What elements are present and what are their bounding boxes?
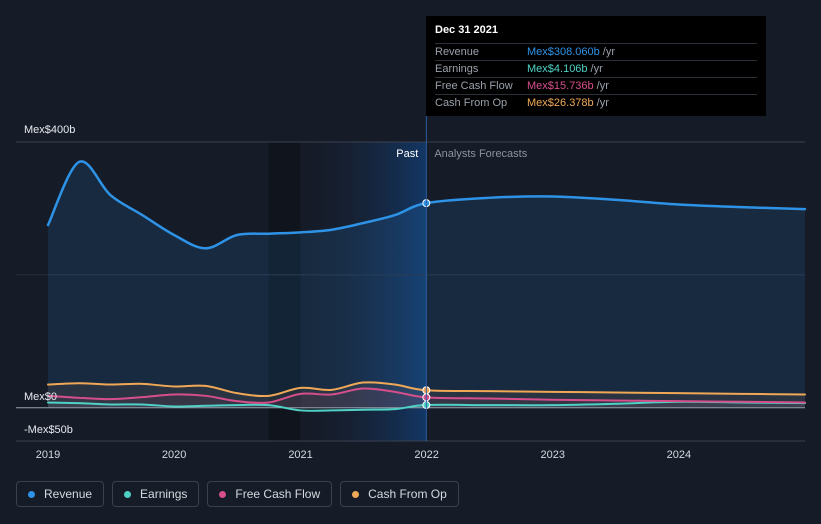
legend-item-revenue[interactable]: Revenue [16, 481, 105, 507]
financial-chart: Mex$400b Mex$0 -Mex$50b 2019 2020 2021 2022 202… [16, 116, 807, 461]
tooltip-date: Dec 31 2021 [435, 24, 498, 36]
free-cash-flow-line [47, 387, 806, 404]
tooltip-unit: /yr [602, 46, 616, 58]
legend-label: Free Cash Flow [235, 487, 321, 501]
y-tick-label: -Mex$50b [24, 424, 73, 436]
x-tick-label: 2022 [414, 449, 438, 461]
tooltip-value: Mex$4.106b [527, 63, 588, 75]
legend-label: Earnings [140, 487, 188, 501]
tooltip-value: Mex$308.060b [527, 46, 600, 58]
tooltip-value: Mex$26.378b [527, 97, 594, 109]
marker-layer [422, 116, 431, 441]
cash-from-op-line [47, 381, 806, 398]
tooltip-label: Cash From Op [435, 97, 508, 109]
tooltip-row-earnings: Earnings Mex$4.106b /yr [435, 60, 757, 77]
past-label: Past [396, 148, 418, 160]
x-tick-label: 2023 [541, 449, 565, 461]
x-tick-label: 2020 [162, 449, 186, 461]
label-layer: Mex$400b Mex$0 -Mex$50b 2019 2020 2021 2022 202… [24, 124, 691, 461]
background-layer [268, 142, 427, 441]
tooltip-unit: /yr [596, 80, 609, 92]
revenue-line [46, 160, 807, 250]
tooltip-row-cash-from-op: Cash From Op Mex$26.378b /yr [435, 94, 757, 111]
legend: Revenue Earnings Free Cash Flow Cash Fro… [16, 481, 459, 507]
line-layer [46, 160, 807, 412]
legend-item-cash-from-op[interactable]: Cash From Op [340, 481, 459, 507]
tooltip-value: Mex$15.736b [527, 80, 594, 92]
x-tick-label: 2019 [36, 449, 60, 461]
cash-from-op-dot-icon [352, 490, 360, 498]
tooltip-unit: /yr [596, 97, 609, 109]
y-tick-label: Mex$0 [24, 391, 57, 403]
tooltip-label: Free Cash Flow [435, 80, 513, 92]
x-tick-label: 2021 [288, 449, 312, 461]
past-highlight-band [300, 142, 427, 441]
tooltip-label: Revenue [435, 46, 480, 58]
tooltip-row-revenue: Revenue Mex$308.060b /yr [435, 43, 757, 60]
legend-item-free-cash-flow[interactable]: Free Cash Flow [207, 481, 333, 507]
forecast-label: Analysts Forecasts [434, 148, 527, 160]
x-tick-label: 2024 [667, 449, 691, 461]
revenue-dot-icon [28, 490, 35, 498]
legend-label: Cash From Op [368, 487, 447, 501]
tooltip-unit: /yr [590, 63, 603, 75]
earnings-dot-icon [124, 490, 132, 498]
tooltip-row-free-cash-flow: Free Cash Flow Mex$15.736b /yr [435, 77, 757, 94]
free-cash-flow-dot-icon [219, 490, 227, 498]
legend-item-earnings[interactable]: Earnings [112, 481, 200, 507]
grid-layer [16, 141, 805, 442]
y-tick-label: Mex$400b [24, 124, 75, 136]
tooltip: Dec 31 2021 Revenue Mex$308.060b /yr Ear… [426, 16, 766, 116]
earnings-line [47, 400, 806, 412]
tooltip-label: Earnings [435, 63, 479, 75]
legend-label: Revenue [44, 487, 93, 501]
